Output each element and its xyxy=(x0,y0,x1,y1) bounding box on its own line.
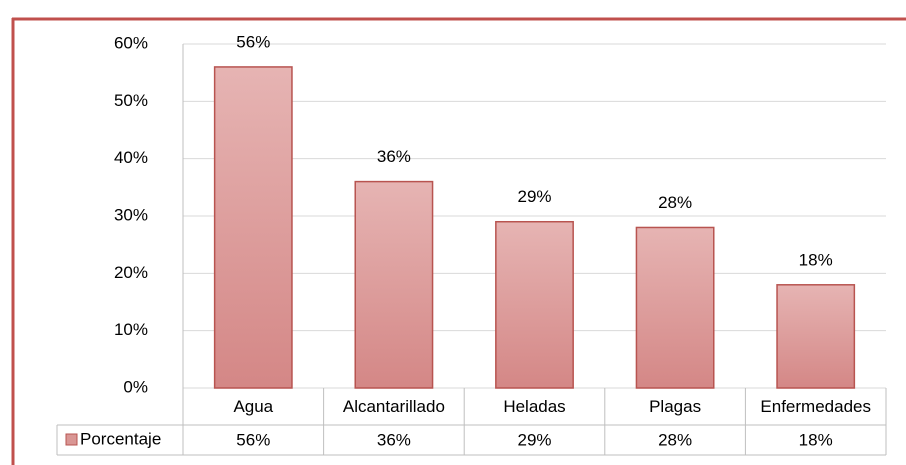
y-tick-label: 30% xyxy=(114,205,148,224)
table-value: 18% xyxy=(799,430,833,449)
y-tick-label: 0% xyxy=(123,377,148,396)
y-tick-label: 50% xyxy=(114,91,148,110)
x-tick-label: Plagas xyxy=(649,397,701,416)
table-value: 28% xyxy=(658,430,692,449)
data-label: 36% xyxy=(377,147,411,166)
y-tick-label: 40% xyxy=(114,148,148,167)
data-label: 56% xyxy=(236,32,270,51)
data-label: 28% xyxy=(658,193,692,212)
legend-label: Porcentaje xyxy=(80,429,161,448)
x-tick-label: Alcantarillado xyxy=(343,397,445,416)
x-tick-label: Heladas xyxy=(503,397,565,416)
data-label: 18% xyxy=(799,250,833,269)
x-tick-label: Enfermedades xyxy=(760,397,871,416)
y-tick-label: 60% xyxy=(114,33,148,52)
bar xyxy=(495,220,574,389)
legend-key xyxy=(65,433,78,446)
x-tick-label: Agua xyxy=(233,397,273,416)
table-value: 56% xyxy=(236,430,270,449)
y-tick-label: 20% xyxy=(114,263,148,282)
table-value: 29% xyxy=(517,430,551,449)
bar xyxy=(213,66,293,389)
bar xyxy=(354,180,434,389)
table-value: 36% xyxy=(377,430,411,449)
bar xyxy=(776,284,856,389)
y-tick-label: 10% xyxy=(114,320,148,339)
data-label: 29% xyxy=(517,187,551,206)
bar xyxy=(635,226,715,389)
